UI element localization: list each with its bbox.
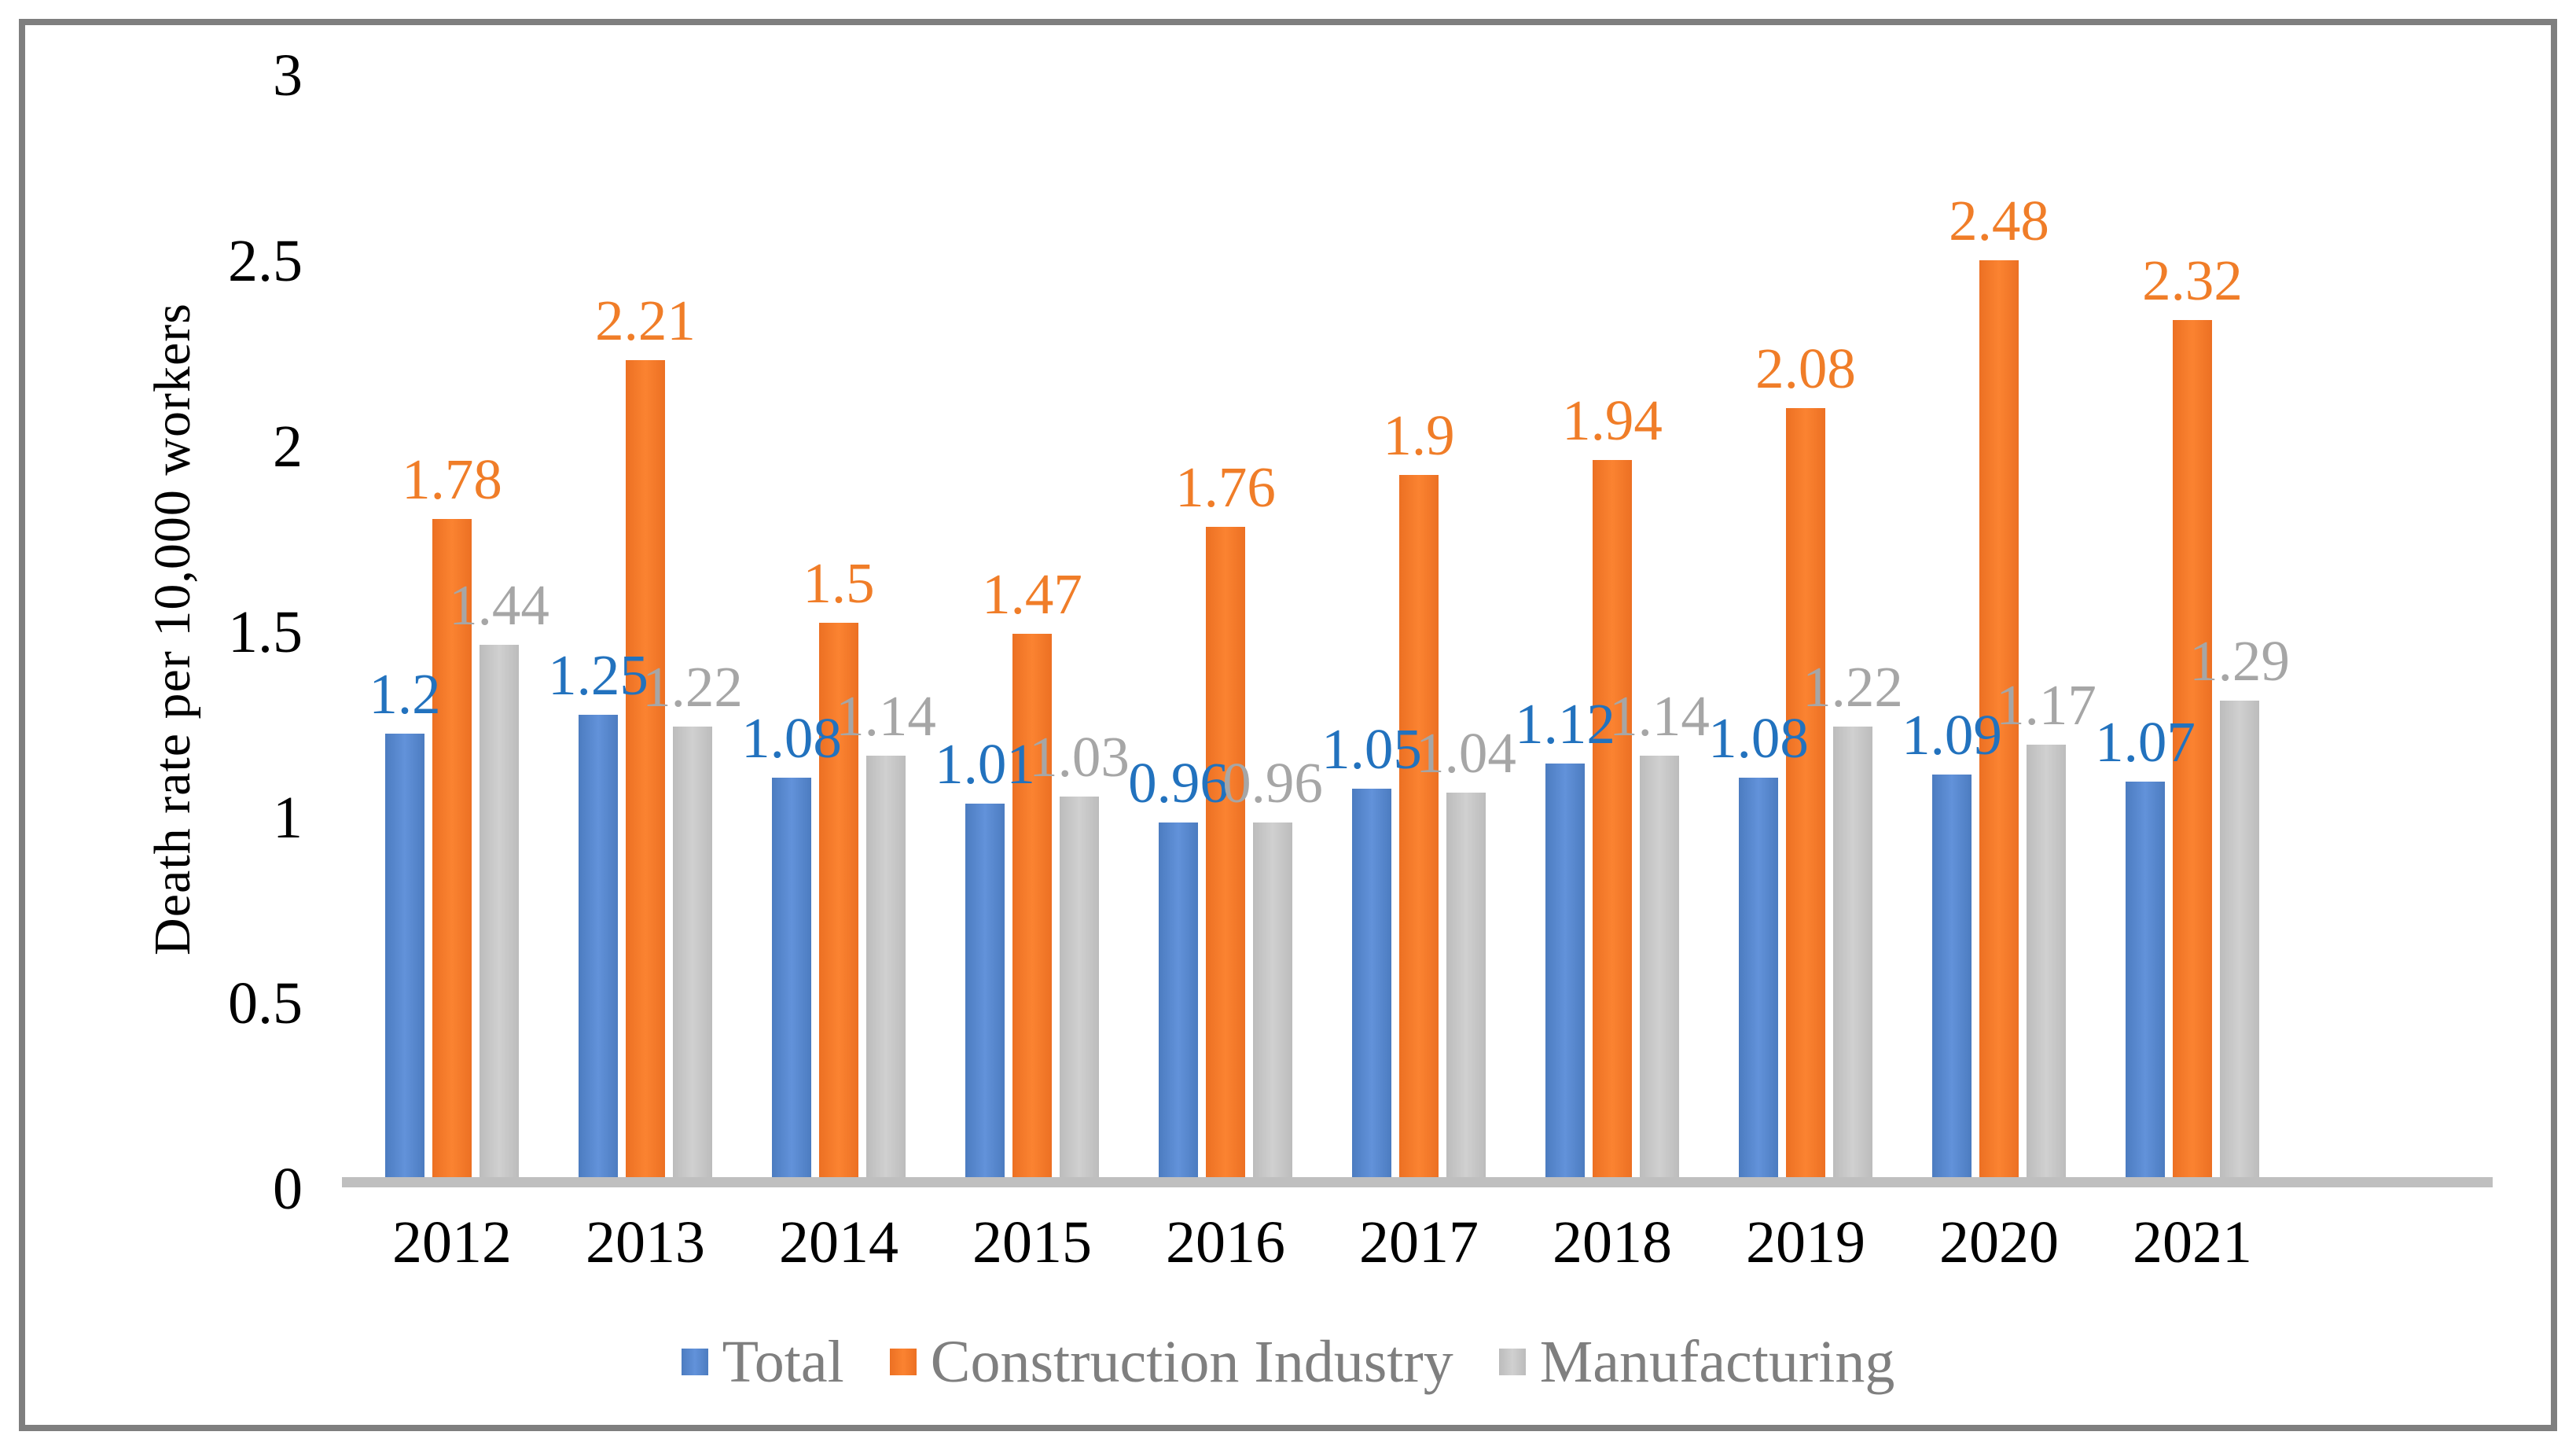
bar-value-label-manufacturing-2020: 1.17 bbox=[1996, 673, 2096, 737]
legend-swatch-manufacturing bbox=[1498, 1349, 1526, 1375]
bar-construction-industry-2015 bbox=[1012, 634, 1052, 1177]
bar-manufacturing-2013 bbox=[673, 727, 712, 1177]
bar-value-label-manufacturing-2019: 1.22 bbox=[1802, 655, 1903, 719]
x-axis-category-label-2018: 2018 bbox=[1553, 1209, 1672, 1275]
bar-construction-industry-2020 bbox=[1979, 260, 2019, 1177]
bar-value-label-construction-industry-2012: 1.78 bbox=[402, 447, 502, 511]
bar-value-label-total-2015: 1.01 bbox=[935, 732, 1035, 796]
bar-value-label-construction-industry-2021: 2.32 bbox=[2142, 248, 2243, 312]
legend-label-total: Total bbox=[722, 1329, 844, 1395]
bar-manufacturing-2012 bbox=[480, 645, 519, 1177]
bar-total-2018 bbox=[1545, 764, 1585, 1177]
bar-value-label-manufacturing-2012: 1.44 bbox=[449, 573, 549, 637]
y-axis-tick-label: 0 bbox=[273, 1156, 303, 1222]
bar-construction-industry-2013 bbox=[626, 360, 665, 1177]
x-axis-category-label-2012: 2012 bbox=[392, 1209, 512, 1275]
plot-area: 1.2 1.78 1.44 1.25 2.21 1.22 1.08 1.5 1.14 1.01 1.… bbox=[342, 0, 2493, 1274]
bar-total-2013 bbox=[579, 715, 618, 1177]
bar-total-2017 bbox=[1352, 789, 1391, 1177]
bar-construction-industry-2016 bbox=[1206, 527, 1245, 1177]
legend-item-total: Total bbox=[681, 1329, 844, 1395]
x-axis-category-label-2020: 2020 bbox=[1939, 1209, 2059, 1275]
y-axis-tick-label: 2 bbox=[273, 414, 303, 480]
bar-construction-industry-2017 bbox=[1399, 475, 1439, 1177]
bar-manufacturing-2020 bbox=[2027, 745, 2066, 1177]
legend-item-construction-industry: Construction Industry bbox=[889, 1329, 1453, 1395]
bar-value-label-manufacturing-2021: 1.29 bbox=[2189, 629, 2290, 693]
bar-total-2012 bbox=[385, 734, 424, 1177]
bar-value-label-construction-industry-2017: 1.9 bbox=[1383, 403, 1455, 467]
bar-value-label-total-2017: 1.05 bbox=[1321, 717, 1422, 781]
bar-construction-industry-2014 bbox=[819, 623, 858, 1177]
bar-value-label-total-2021: 1.07 bbox=[2095, 710, 2196, 774]
x-axis-category-label-2016: 2016 bbox=[1166, 1209, 1285, 1275]
bar-value-label-manufacturing-2018: 1.14 bbox=[1609, 684, 1710, 748]
legend-label-manufacturing: Manufacturing bbox=[1539, 1329, 1895, 1395]
bar-total-2021 bbox=[2126, 782, 2165, 1177]
y-axis-tick-label: 0.5 bbox=[228, 970, 303, 1036]
bar-value-label-manufacturing-2013: 1.22 bbox=[642, 655, 743, 719]
y-axis-tick-label: 1 bbox=[273, 785, 303, 851]
bar-manufacturing-2019 bbox=[1833, 727, 1872, 1177]
bar-value-label-total-2018: 1.12 bbox=[1515, 692, 1615, 756]
x-axis-category-label-2019: 2019 bbox=[1746, 1209, 1865, 1275]
bar-total-2016 bbox=[1159, 823, 1198, 1177]
bar-value-label-construction-industry-2015: 1.47 bbox=[982, 562, 1082, 626]
bar-total-2014 bbox=[772, 778, 811, 1177]
bar-construction-industry-2021 bbox=[2173, 320, 2212, 1177]
legend-item-manufacturing: Manufacturing bbox=[1498, 1329, 1895, 1395]
bar-total-2015 bbox=[965, 804, 1005, 1177]
legend-swatch-construction-industry bbox=[889, 1349, 917, 1375]
legend: Total Construction Industry Manufacturing bbox=[0, 1330, 2576, 1393]
y-axis-tick-label: 2.5 bbox=[228, 228, 303, 294]
x-axis-category-label-2015: 2015 bbox=[972, 1209, 1092, 1275]
bar-value-label-manufacturing-2015: 1.03 bbox=[1029, 725, 1130, 789]
y-axis-tick-label: 3 bbox=[273, 42, 303, 109]
bar-value-label-manufacturing-2016: 0.96 bbox=[1222, 751, 1323, 815]
x-axis-category-label-2021: 2021 bbox=[2133, 1209, 2252, 1275]
bar-value-label-total-2016: 0.96 bbox=[1128, 751, 1229, 815]
bar-total-2020 bbox=[1932, 775, 1972, 1177]
bar-construction-industry-2012 bbox=[432, 519, 472, 1177]
bar-manufacturing-2018 bbox=[1640, 756, 1679, 1177]
bar-value-label-construction-industry-2016: 1.76 bbox=[1175, 455, 1276, 519]
bar-value-label-total-2013: 1.25 bbox=[548, 643, 649, 707]
bar-value-label-total-2019: 1.08 bbox=[1708, 706, 1809, 770]
bar-value-label-construction-industry-2013: 2.21 bbox=[595, 289, 696, 352]
bar-value-label-construction-industry-2018: 1.94 bbox=[1562, 388, 1663, 452]
y-axis-tick-label: 1.5 bbox=[228, 599, 303, 665]
bar-manufacturing-2017 bbox=[1446, 793, 1486, 1177]
bar-value-label-manufacturing-2014: 1.14 bbox=[836, 684, 936, 748]
bar-value-label-construction-industry-2014: 1.5 bbox=[803, 551, 875, 615]
bar-value-label-construction-industry-2019: 2.08 bbox=[1755, 337, 1856, 400]
bar-value-label-construction-industry-2020: 2.48 bbox=[1949, 189, 2049, 252]
legend-swatch-total bbox=[681, 1349, 708, 1375]
bar-value-label-total-2020: 1.09 bbox=[1902, 703, 2002, 767]
x-axis-category-label-2014: 2014 bbox=[779, 1209, 898, 1275]
bar-construction-industry-2018 bbox=[1593, 460, 1632, 1177]
bar-manufacturing-2016 bbox=[1253, 823, 1292, 1177]
bar-value-label-total-2014: 1.08 bbox=[741, 706, 842, 770]
bar-manufacturing-2021 bbox=[2220, 701, 2259, 1177]
x-axis-baseline bbox=[342, 1177, 2493, 1187]
bar-total-2019 bbox=[1739, 778, 1778, 1177]
bar-value-label-total-2012: 1.2 bbox=[369, 662, 441, 726]
x-axis-category-label-2017: 2017 bbox=[1359, 1209, 1479, 1275]
bar-manufacturing-2015 bbox=[1060, 797, 1099, 1177]
bar-manufacturing-2014 bbox=[866, 756, 906, 1177]
x-axis-category-label-2013: 2013 bbox=[586, 1209, 705, 1275]
legend-label-construction-industry: Construction Industry bbox=[930, 1329, 1453, 1395]
bar-construction-industry-2019 bbox=[1786, 408, 1825, 1177]
bar-value-label-manufacturing-2017: 1.04 bbox=[1416, 721, 1516, 785]
